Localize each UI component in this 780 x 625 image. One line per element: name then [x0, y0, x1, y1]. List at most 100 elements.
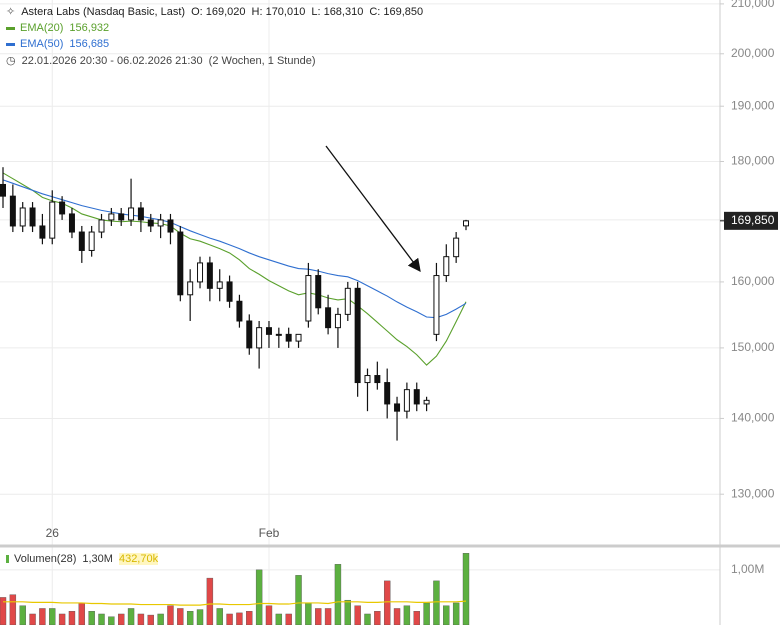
- title: Astera Labs (Nasdaq Basic, Last): [21, 6, 186, 18]
- volume-bar: [462, 553, 470, 625]
- volume-bar: [39, 608, 46, 625]
- y-tick-label: 190,000: [731, 98, 775, 112]
- candle-body: [315, 275, 322, 309]
- volume-bar: [177, 608, 184, 625]
- candle-body: [453, 237, 460, 258]
- volume-bar: [29, 613, 36, 625]
- legend-ema50: EMA(50) 156,685: [6, 38, 115, 50]
- candle-body: [433, 275, 440, 335]
- volume-bar: [246, 611, 253, 625]
- volume-bar: [374, 611, 381, 625]
- volume-bar: [315, 608, 322, 625]
- candle-body: [147, 219, 154, 227]
- period: (2 Wochen, 1 Stunde): [208, 55, 316, 67]
- y-tick-label: 150,000: [731, 340, 775, 354]
- volume-bar: [88, 611, 95, 625]
- volume-bar: [295, 575, 302, 625]
- candle-body: [354, 287, 361, 384]
- candle-body: [364, 375, 371, 384]
- volume-name: Volumen(28): [14, 553, 77, 565]
- volume-bar: [9, 594, 17, 625]
- candle-body: [78, 231, 85, 251]
- candle-body: [295, 333, 302, 342]
- candle-body: [423, 399, 430, 405]
- candle-body: [59, 201, 66, 215]
- candle-body: [216, 281, 223, 289]
- candle-body: [39, 225, 46, 239]
- volume-bar: [354, 605, 361, 625]
- volume-bar: [393, 608, 401, 625]
- candle-body: [88, 231, 95, 251]
- volume-bar: [324, 608, 332, 625]
- candle-body: [394, 403, 401, 412]
- volume-ma-line: [3, 600, 467, 606]
- candle-body: [0, 183, 6, 197]
- candle-body: [118, 213, 125, 221]
- candle-body: [285, 333, 292, 342]
- candle-body: [463, 220, 469, 227]
- candle-body: [344, 287, 351, 315]
- candle-body: [9, 195, 16, 227]
- candle-body: [68, 213, 75, 233]
- volume-bar: [364, 613, 371, 625]
- volume-bar: [127, 608, 135, 625]
- last-price-box: [724, 211, 778, 230]
- y-tick-label: 180,000: [731, 154, 775, 168]
- volume-bar: [443, 605, 450, 625]
- candle-body: [443, 256, 450, 277]
- legend-name: EMA(50): [20, 38, 64, 50]
- volume-bar: [49, 608, 56, 625]
- volume-bar: [275, 613, 283, 625]
- volume-bar: [0, 597, 7, 625]
- volume-bar: [206, 577, 214, 625]
- y-tick-label: 200,000: [731, 46, 775, 60]
- date-range: ◷ 22.01.2026 20:30 - 06.02.2026 21:30 (2 W…: [6, 55, 316, 67]
- volume-bar: [186, 611, 194, 625]
- legend-value: 156,685: [69, 38, 110, 50]
- volume-bar: [226, 613, 233, 625]
- volume-value: 1,30M: [82, 553, 113, 565]
- grid: [0, 0, 720, 625]
- volume-bar: [413, 611, 420, 625]
- ohlc-high: H: 170,010: [251, 6, 306, 18]
- volume-bar: [58, 613, 66, 625]
- volume-bar: [98, 613, 105, 625]
- volume-bar: [403, 605, 411, 625]
- legend-name: EMA(20): [20, 22, 64, 34]
- candle-body: [206, 262, 213, 289]
- legend-ema20: EMA(20) 156,932: [6, 22, 115, 34]
- ohlc-low: L: 168,310: [311, 6, 364, 18]
- volume-bar: [344, 599, 351, 625]
- candle-body: [177, 231, 184, 296]
- volume-bar: [78, 602, 86, 625]
- volume-bar: [167, 605, 174, 625]
- volume-bar: [118, 613, 125, 625]
- candle-body: [98, 219, 105, 233]
- volume-bar: [196, 609, 204, 625]
- volume-bar: [305, 602, 312, 625]
- candle-body: [246, 320, 253, 349]
- candle-body: [403, 389, 410, 412]
- candle-body: [413, 389, 420, 405]
- y-tick-label: 210,000: [731, 0, 775, 10]
- volume-bar: [285, 613, 292, 625]
- candle-body: [157, 219, 164, 227]
- volume-legend: Volumen(28) 1,30M 432,70k: [6, 553, 164, 565]
- candle-body: [325, 307, 332, 329]
- candle-body: [29, 207, 36, 227]
- candle-body: [137, 207, 144, 221]
- candle-body: [187, 281, 194, 296]
- ema-line: [2, 172, 467, 366]
- candle-body: [108, 213, 115, 221]
- volume-bar: [334, 564, 342, 625]
- x-tick-label: Feb: [259, 526, 280, 540]
- last-price-label: 169,850: [731, 213, 775, 227]
- volume-bar: [19, 605, 26, 625]
- candle-body: [275, 333, 282, 336]
- volume-bar: [452, 602, 460, 625]
- volume-bar: [383, 580, 391, 625]
- volume-bar: [216, 608, 223, 625]
- volume-ma: 432,70k: [118, 553, 159, 565]
